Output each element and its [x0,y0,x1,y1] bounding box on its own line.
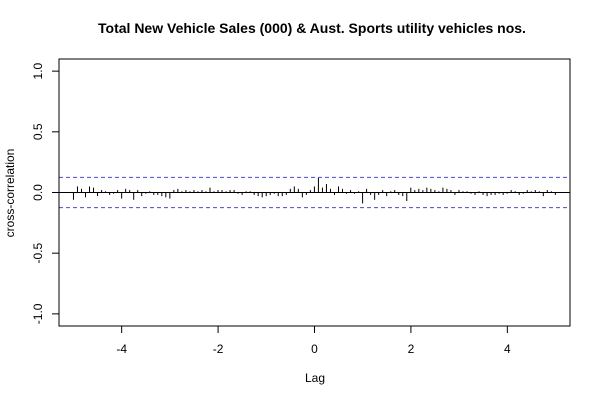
x-tick-label: -2 [213,342,224,356]
x-tick-label: -4 [116,342,127,356]
x-tick-label: 2 [408,342,415,356]
x-axis: -4 -2 0 2 4 [116,325,511,356]
y-axis: -1.0 -0.5 0.0 0.5 1.0 [31,62,60,324]
y-tick-label: 0.5 [31,123,45,140]
y-tick-label: -0.5 [31,243,45,264]
y-tick-label: -1.0 [31,303,45,324]
y-tick-label: 1.0 [31,62,45,79]
x-axis-label: Lag [305,371,325,385]
ccf-bars [72,177,556,204]
y-axis-label: cross-correlation [3,149,17,238]
x-tick-label: 4 [504,342,511,356]
confidence-band [59,176,570,209]
chart-title: Total New Vehicle Sales (000) & Aust. Sp… [98,20,526,36]
x-tick-label: 0 [311,342,318,356]
y-tick-label: 0.0 [31,184,45,201]
